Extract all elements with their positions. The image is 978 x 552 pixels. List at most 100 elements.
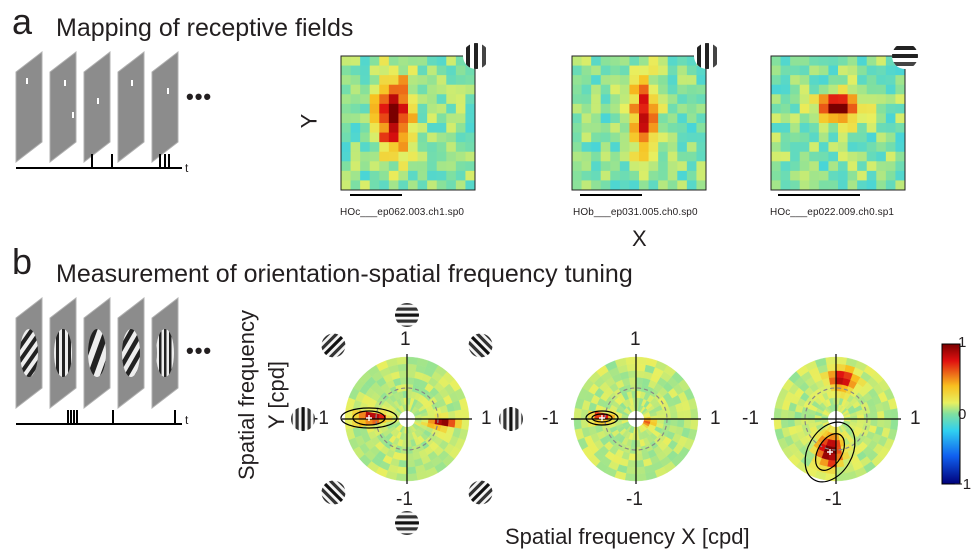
rf-pixel (572, 56, 583, 67)
rf-pixel (379, 56, 390, 67)
rf-pixel (857, 142, 868, 153)
rf-pixel (398, 180, 409, 191)
rf-pixel (809, 103, 820, 114)
rf-pixel (465, 113, 476, 124)
rf-pixel (369, 180, 380, 191)
rf-pixel (771, 65, 782, 76)
rf-pixel (780, 84, 791, 95)
rf-pixel (619, 84, 630, 95)
rf-pixel (610, 94, 621, 105)
tick-right-2: 1 (710, 408, 721, 429)
polar-cell (883, 418, 892, 429)
rf-pixel (610, 103, 621, 114)
rf-pixel (465, 84, 476, 95)
rf-pixel (398, 103, 409, 114)
rf-pixel (799, 123, 810, 134)
rf-pixel (398, 94, 409, 105)
rf-pixel (629, 132, 640, 143)
polar-cell (690, 407, 699, 420)
rf-pixel (388, 103, 399, 114)
cell-label-2: HOb___ep031.005.ch0.sp0 (573, 207, 698, 218)
rf-pixel (895, 151, 906, 162)
rf-pixel (408, 94, 419, 105)
rf-pixel (360, 113, 371, 124)
polar-cell (635, 377, 644, 385)
rf-pixel (417, 132, 428, 143)
rf-pixel (446, 123, 457, 134)
rf-pixel (790, 151, 801, 162)
rf-pixel (818, 123, 829, 134)
rf-pixel (619, 65, 630, 76)
rf-pixel (799, 75, 810, 86)
rf-pixel (408, 103, 419, 114)
rf-pixel (790, 56, 801, 67)
rf-map-2 (571, 55, 707, 191)
stimulus-stack-b (15, 296, 182, 425)
rf-pixel (799, 56, 810, 67)
rf-pixel (771, 180, 782, 191)
rf-pixel (639, 56, 650, 67)
rf-pixel (696, 84, 707, 95)
polar-cell (624, 356, 637, 365)
rf-frame (340, 55, 476, 191)
rf-pixel (648, 151, 659, 162)
rf-pixel (581, 84, 592, 95)
rf-pixel (629, 123, 640, 134)
rf-pixel (696, 123, 707, 134)
rf-pixel (828, 94, 839, 105)
rf-pixel (369, 132, 380, 143)
rf-pixel (446, 65, 457, 76)
rf-pixel (838, 170, 849, 181)
rf-pixel (369, 123, 380, 134)
rf-pixel (408, 113, 419, 124)
rf-pixel (828, 170, 839, 181)
rf-pixel (408, 75, 419, 86)
rf-pixel (866, 56, 877, 67)
rf-pixel (866, 151, 877, 162)
rf-pixel (809, 75, 820, 86)
rf-pixel (847, 84, 858, 95)
rf-pixel (799, 84, 810, 95)
rf-pixel (780, 123, 791, 134)
rf-frame (770, 55, 906, 191)
tick-bottom-3: -1 (825, 489, 842, 510)
rf-pixel (639, 161, 650, 172)
rf-pixel (350, 142, 361, 153)
rf-pixel (876, 132, 887, 143)
polar-cell (883, 409, 892, 420)
rf-pixel (455, 56, 466, 67)
rf-pixel (341, 84, 352, 95)
stim-frame (151, 50, 179, 164)
rf-pixel (818, 56, 829, 67)
rf-pixel (427, 103, 438, 114)
rf-pixel (686, 113, 697, 124)
rf-pixel (436, 161, 447, 172)
rf-pixel (436, 132, 447, 143)
rf-pixel (455, 161, 466, 172)
polar-cell (626, 363, 637, 372)
rf-pixel (388, 180, 399, 191)
stim-frame (117, 50, 145, 164)
rf-pixel (591, 103, 602, 114)
polar-cell (635, 356, 648, 365)
rf-pixel (847, 142, 858, 153)
rf-pixel (446, 56, 457, 67)
rf-pixel (619, 170, 630, 181)
rf-pixel (417, 113, 428, 124)
rf-pixel (658, 180, 669, 191)
fit-ellipse (585, 410, 619, 426)
rf-pixel (658, 75, 669, 86)
polar-cell (683, 409, 692, 420)
axis-y-a: Y (296, 113, 322, 129)
rf-pixel (885, 123, 896, 134)
polar-cell (670, 418, 678, 427)
rf-pixel (369, 142, 380, 153)
rf-pixel (686, 170, 697, 181)
rf-pixel (828, 132, 839, 143)
rf-pixel (771, 170, 782, 181)
rf-pixel (427, 170, 438, 181)
rf-pixel (629, 161, 640, 172)
rf-pixel (639, 170, 650, 181)
polar-cell (835, 363, 846, 372)
rf-pixel (388, 56, 399, 67)
